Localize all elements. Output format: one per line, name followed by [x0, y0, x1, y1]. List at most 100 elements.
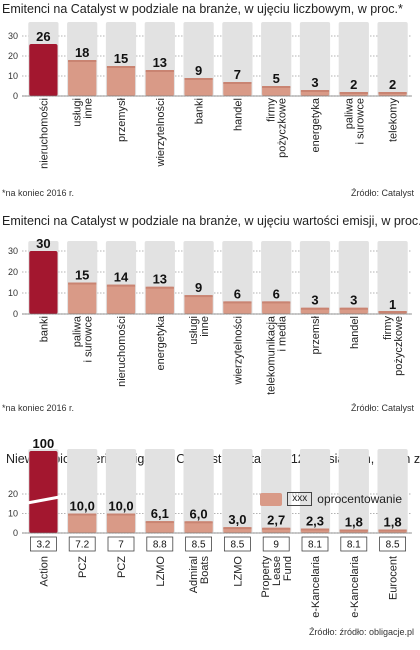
bar-cap	[223, 82, 252, 84]
category-label: handel	[232, 98, 244, 131]
category-label-line: i surowce	[83, 316, 95, 362]
category-label-line: i surowce	[354, 98, 366, 144]
bar-cap	[339, 307, 368, 310]
bar	[223, 82, 252, 96]
category-label-line: pożyczkowe	[277, 98, 289, 158]
interest-label: 8.5	[192, 540, 206, 551]
y-tick-label: 10	[8, 288, 18, 298]
bar	[29, 251, 58, 314]
category-label-line: paliwa	[343, 97, 355, 129]
bar-background	[261, 449, 292, 533]
category-label-line: wierzytelności	[155, 98, 167, 167]
bar-background	[299, 241, 331, 314]
category-label-line: telekomunikacja	[266, 315, 278, 395]
bar-background	[377, 22, 408, 96]
value-label: 13	[153, 272, 167, 287]
value-label: 1,8	[345, 514, 363, 529]
panel-count: Emitenci na Catalyst w podziale na branż…	[0, 0, 420, 210]
value-label: 3,0	[228, 512, 246, 527]
bar-background	[183, 449, 214, 533]
category-label-line: przemysł	[116, 97, 128, 142]
category-label-line: Admiral	[188, 556, 200, 593]
bar-cap	[223, 301, 252, 304]
category-label-line: inne	[83, 98, 95, 119]
category-label-line: telekomy	[388, 98, 400, 143]
value-label: 5	[273, 71, 280, 86]
category-label: banki	[38, 316, 50, 342]
category-label-line: Fund	[282, 556, 294, 581]
category-label-line: pożyczkowe	[393, 316, 405, 376]
value-label: 15	[114, 51, 128, 66]
bar-cap	[145, 521, 174, 524]
bar-background	[299, 22, 331, 96]
bar-background	[299, 449, 331, 533]
bar-cap	[262, 301, 291, 304]
bar-cap	[106, 66, 136, 68]
y-tick-label: 0	[13, 91, 18, 101]
category-label-line: LZMO	[232, 556, 244, 587]
interest-label: 8.1	[308, 540, 322, 551]
category-label: nieruchomości	[38, 98, 50, 169]
bar-cap	[378, 92, 407, 94]
bar-cap	[223, 527, 252, 530]
category-label-line: Lease	[271, 556, 283, 586]
category-label-line: nieruchomości	[38, 98, 50, 169]
bar	[145, 70, 174, 96]
category-label: wierzytelności	[155, 98, 167, 167]
value-label: 3	[350, 293, 357, 308]
chart-count-svg: 0 10 20 30 26 nieruchomości 18 usługi inne 15 prze…	[8, 22, 412, 169]
category-label-line: nieruchomości	[116, 316, 128, 387]
category-label: Admiral Boats	[188, 556, 211, 594]
category-label: PCZ	[116, 556, 128, 578]
interest-box	[379, 536, 407, 552]
value-label: 3	[311, 75, 318, 90]
y-tick-label: 20	[8, 267, 18, 277]
chart-bonds-svg: 0 10 20 100 3.2 Action 10,0 7.2 PCZ 10,0 7 PCZ 6,1 8.…	[8, 436, 412, 618]
source: Źródło: źródło: obligacje.pl	[308, 627, 414, 637]
category-label-line: paliwa	[72, 315, 84, 347]
legend-swatch	[260, 492, 283, 506]
y-tick-label: 0	[13, 528, 18, 538]
bar	[223, 301, 252, 314]
bar-cap	[339, 529, 368, 532]
category-label-line: Property	[260, 556, 272, 598]
value-label: 13	[153, 55, 167, 70]
bar	[106, 284, 136, 314]
category-label-line: firmy	[266, 98, 278, 122]
interest-box	[262, 536, 290, 552]
interest-box	[107, 536, 135, 552]
chart-title: Emitenci na Catalyst w podziale na branż…	[2, 2, 403, 16]
bar	[68, 60, 97, 96]
category-label-line: energetyka	[155, 315, 167, 370]
bar-background	[261, 241, 292, 314]
bar	[106, 66, 136, 96]
bar-cap	[184, 295, 213, 298]
category-label: e-Kancelaria	[349, 555, 361, 618]
bar-background	[222, 22, 253, 96]
interest-box	[340, 536, 368, 552]
value-label: 30	[36, 236, 50, 251]
category-label: firmy pożyczkowe	[382, 316, 405, 376]
y-tick-label: 30	[8, 246, 18, 256]
bar-cap	[184, 78, 213, 80]
value-label: 100	[33, 436, 55, 451]
chart-value-svg: 0 10 20 30 30 banki 15 paliwa i surowce 14 nieruch…	[8, 236, 412, 395]
category-label: telekomunikacja i media	[266, 315, 289, 395]
bar-cap	[300, 528, 330, 531]
category-label-line: Action	[38, 556, 50, 587]
value-label: 7	[234, 67, 241, 82]
bar-cap	[300, 90, 330, 92]
value-label: 1	[389, 297, 396, 312]
y-tick-label: 20	[8, 489, 18, 499]
category-label: usługi inne	[188, 316, 211, 345]
category-label: LZMO	[155, 556, 167, 587]
category-label-line: Eurocent	[388, 556, 400, 600]
value-label: 6,0	[190, 506, 208, 521]
value-label: 14	[114, 270, 129, 285]
chart-title: Emitenci na Catalyst w podziale na branż…	[2, 214, 420, 228]
bar-background	[261, 22, 292, 96]
bar	[184, 78, 213, 96]
bar	[184, 295, 213, 314]
source: Źródło: Catalyst	[350, 403, 414, 413]
panel-bonds: Niewykupione serie obligacji z Catalyst …	[0, 436, 420, 640]
